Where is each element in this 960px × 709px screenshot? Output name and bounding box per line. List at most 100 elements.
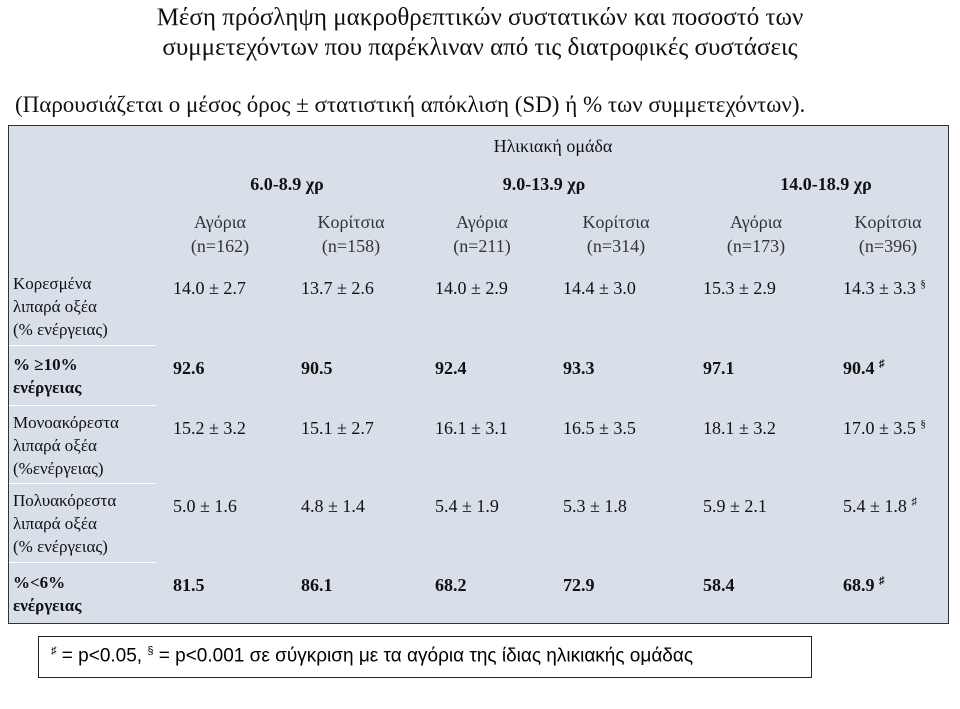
footnote-symbol: ♯ xyxy=(51,645,57,657)
cell: 81.5 xyxy=(173,575,205,596)
cell-value: 86.1 xyxy=(301,575,333,595)
cell: 92.6 xyxy=(173,358,205,379)
cell-sup: ♯ xyxy=(879,358,885,370)
cell-sup: § xyxy=(920,418,926,430)
title-line: Μέση πρόσληψη μακροθρεπτικών συστατικών … xyxy=(156,4,804,31)
column-n: (n=396) xyxy=(858,236,918,256)
cell: 72.9 xyxy=(563,575,595,596)
cell-sup: ♯ xyxy=(911,496,917,508)
row-divider xyxy=(9,483,156,484)
cell: 93.3 xyxy=(563,358,595,379)
column-n: (n=162) xyxy=(190,236,250,256)
cell-value: 13.7 ± 2.6 xyxy=(301,278,374,298)
group-header: Ηλικιακή ομάδα xyxy=(493,136,613,156)
cell-sup: ♯ xyxy=(879,575,885,587)
cell: 90.4 ♯ xyxy=(843,358,885,379)
cell: 92.4 xyxy=(435,358,467,379)
cell: 68.2 xyxy=(435,575,467,596)
cell-value: 5.0 ± 1.6 xyxy=(173,496,237,516)
cell: 15.2 ± 3.2 xyxy=(173,418,246,439)
cell-value: 93.3 xyxy=(563,358,595,378)
cell-value: 15.2 ± 3.2 xyxy=(173,418,246,438)
cell-value: 97.1 xyxy=(703,358,735,378)
column-label: Αγόρια xyxy=(456,212,508,232)
cell: 18.1 ± 3.2 xyxy=(703,418,776,439)
row-divider xyxy=(9,562,156,563)
cell: 5.3 ± 1.8 xyxy=(563,496,627,517)
cell: 58.4 xyxy=(703,575,735,596)
cell-value: 68.9 xyxy=(843,575,875,595)
cell-value: 58.4 xyxy=(703,575,735,595)
column-n: (n=211) xyxy=(453,236,511,256)
cell-value: 16.1 ± 3.1 xyxy=(435,418,508,438)
row-label: Πολυακόρεστα xyxy=(13,491,117,510)
column-n: (n=158) xyxy=(321,236,381,256)
column-label: Αγόρια xyxy=(194,212,246,232)
table: Ηλικιακή ομάδα 6.0-8.9 χρ 9.0-13.9 χρ 14.0-… xyxy=(8,125,949,624)
cell-value: 5.4 ± 1.8 xyxy=(843,496,907,516)
cell-value: 72.9 xyxy=(563,575,595,595)
cell-value: 14.3 ± 3.3 xyxy=(843,278,916,298)
cell: 90.5 xyxy=(301,358,333,379)
cell-value: 90.5 xyxy=(301,358,333,378)
age-group: 9.0-13.9 χρ xyxy=(502,174,586,194)
cell-value: 14.0 ± 2.7 xyxy=(173,278,246,298)
row-label: λιπαρά οξέα xyxy=(13,296,97,316)
row-label: λιπαρά οξέα xyxy=(13,435,97,455)
cell: 86.1 xyxy=(301,575,333,596)
row-label: λιπαρά οξέα xyxy=(13,514,97,533)
age-group: 14.0-18.9 χρ xyxy=(780,174,872,194)
cell: 5.4 ± 1.8 ♯ xyxy=(843,496,917,517)
cell-value: 68.2 xyxy=(435,575,467,595)
cell-sup: § xyxy=(920,278,926,290)
cell: 17.0 ± 3.5 § xyxy=(843,418,926,439)
cell: 5.9 ± 2.1 xyxy=(703,496,767,517)
row-label: % ≥10% xyxy=(13,355,78,374)
cell: 68.9 ♯ xyxy=(843,575,885,596)
cell-value: 16.5 ± 3.5 xyxy=(563,418,636,438)
cell: 14.4 ± 3.0 xyxy=(563,278,636,299)
cell-value: 5.9 ± 2.1 xyxy=(703,496,767,516)
cell: 5.4 ± 1.9 xyxy=(435,496,499,517)
cell-value: 18.1 ± 3.2 xyxy=(703,418,776,438)
cell-value: 92.4 xyxy=(435,358,467,378)
footnote: ♯ = p<0.05, § = p<0.001 σε σύγκριση με τ… xyxy=(38,636,812,678)
column-n: (n=314) xyxy=(586,236,646,256)
cell-value: 14.0 ± 2.9 xyxy=(435,278,508,298)
cell-value: 81.5 xyxy=(173,575,205,595)
cell: 14.0 ± 2.7 xyxy=(173,278,246,299)
cell-value: 5.3 ± 1.8 xyxy=(563,496,627,516)
cell-value: 17.0 ± 3.5 xyxy=(843,418,916,438)
footnote-text: = p<0.05, xyxy=(56,645,148,667)
title-line: συμμετεχόντων που παρέκλιναν από τις δια… xyxy=(162,34,798,61)
cell: 16.5 ± 3.5 xyxy=(563,418,636,439)
row-divider xyxy=(9,345,156,346)
row-label: Κορεσμένα xyxy=(13,273,92,293)
cell-value: 14.4 ± 3.0 xyxy=(563,278,636,298)
cell-value: 5.4 ± 1.9 xyxy=(435,496,499,516)
cell: 14.3 ± 3.3 § xyxy=(843,278,926,299)
footnote-text: = p<0.001 σε σύγκριση με τα αγόρια της ί… xyxy=(153,645,694,667)
column-label: Αγόρια xyxy=(730,212,782,232)
age-group: 6.0-8.9 χρ xyxy=(250,174,324,194)
cell-value: 90.4 xyxy=(843,358,875,378)
cell-value: 4.8 ± 1.4 xyxy=(301,496,365,516)
footnote-symbol: § xyxy=(147,645,154,657)
cell: 13.7 ± 2.6 xyxy=(301,278,374,299)
cell-value: 15.3 ± 2.9 xyxy=(703,278,776,298)
column-label: Κορίτσια xyxy=(854,212,922,232)
cell: 97.1 xyxy=(703,358,735,379)
subtitle: (Παρουσιάζεται ο μέσος όρος ± στατιστική… xyxy=(15,92,806,117)
cell: 16.1 ± 3.1 xyxy=(435,418,508,439)
column-n: (n=173) xyxy=(726,236,786,256)
column-label: Κορίτσια xyxy=(317,212,385,232)
cell: 4.8 ± 1.4 xyxy=(301,496,365,517)
cell: 15.3 ± 2.9 xyxy=(703,278,776,299)
row-label: (% ενέργειας) xyxy=(13,319,108,339)
column-label: Κορίτσια xyxy=(582,212,650,232)
row-label: (%ενέργειας) xyxy=(13,458,104,478)
cell-value: 15.1 ± 2.7 xyxy=(301,418,374,438)
cell-value: 92.6 xyxy=(173,358,205,378)
row-label: ενέργειας xyxy=(13,378,82,397)
